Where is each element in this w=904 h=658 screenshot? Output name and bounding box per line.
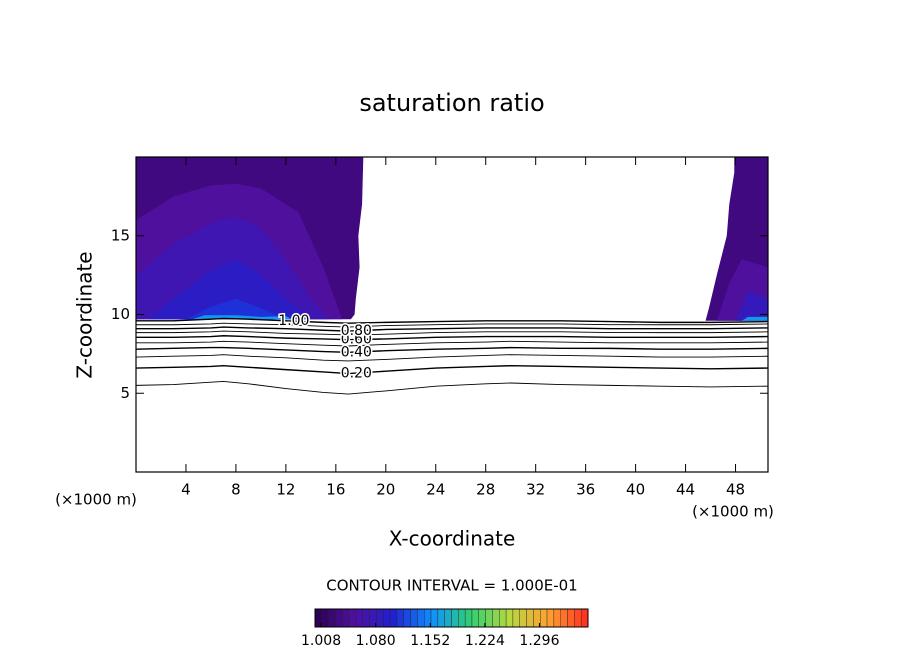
colorbar-swatch — [512, 608, 520, 628]
colorbar-swatch — [580, 608, 589, 628]
contour-label: 0.40 — [341, 344, 372, 360]
colorbar-swatch — [430, 608, 439, 628]
colorbar-swatch — [355, 608, 363, 628]
y-tick-label: 15 — [111, 226, 130, 244]
colorbar-swatch — [362, 608, 370, 628]
x-tick-label: 20 — [376, 481, 395, 499]
y-tick-label: 10 — [111, 305, 130, 323]
x-tick-label: 44 — [676, 481, 695, 499]
y-axis-label: Z-coordinate — [73, 251, 97, 378]
contour-label: 0.20 — [341, 366, 372, 382]
x-axis-label: X-coordinate — [389, 527, 516, 551]
colorbar-swatch — [519, 608, 527, 628]
y-unit: (×1000 m) — [55, 491, 137, 509]
colorbar-swatch — [451, 608, 459, 628]
colorbar-swatch — [444, 608, 452, 628]
colorbar-tick-label: 1.224 — [465, 633, 505, 649]
contour-line — [136, 364, 768, 375]
colorbar-swatch — [546, 608, 555, 628]
colorbar-swatch — [342, 608, 350, 628]
colorbar-swatch — [396, 608, 404, 628]
contour-line — [136, 330, 768, 336]
x-tick-label: 8 — [231, 481, 241, 499]
plot-area — [136, 157, 768, 395]
colorbar-swatch — [499, 608, 507, 628]
contour-label: 1.00 — [278, 313, 309, 329]
filled-region — [185, 298, 286, 320]
colorbar-swatch — [389, 608, 398, 628]
contour-line — [136, 322, 768, 328]
contour-line — [136, 346, 768, 354]
colorbar-swatch — [540, 608, 548, 628]
colorbar-swatch — [574, 608, 582, 628]
colorbar-swatch — [553, 608, 561, 628]
contour-label: 0.80 — [341, 323, 372, 339]
contour-line — [136, 354, 768, 362]
colorbar-swatch — [321, 608, 329, 628]
colorbar-frame — [314, 608, 589, 628]
colorbar-tick-label: 1.008 — [301, 633, 341, 649]
colorbar-swatch — [410, 608, 418, 628]
colorbar-tick-label: 1.080 — [356, 633, 396, 649]
colorbar-swatch — [492, 608, 500, 628]
colorbar-swatch — [567, 608, 575, 628]
x-tick-label: 28 — [476, 481, 495, 499]
colorbar-swatch — [458, 608, 466, 628]
filled-region — [735, 290, 768, 321]
contour-line — [136, 335, 768, 341]
colorbar-tick-label: 1.296 — [519, 633, 559, 649]
colorbar-swatch — [505, 608, 514, 628]
x-tick-label: 48 — [726, 481, 745, 499]
colorbar-swatch — [383, 608, 391, 628]
x-tick-label: 24 — [426, 481, 445, 499]
colorbar-swatch — [376, 608, 384, 628]
x-tick-label: 36 — [576, 481, 595, 499]
filled-region — [741, 316, 768, 321]
contour-interval: CONTOUR INTERVAL = 1.000E-01 — [326, 577, 577, 595]
x-tick-label: 4 — [181, 481, 191, 499]
x-tick-label: 12 — [276, 481, 295, 499]
filled-region — [148, 259, 311, 320]
colorbar-swatch — [437, 608, 445, 628]
colorbar-swatch — [485, 608, 493, 628]
contour-label: 0.60 — [341, 332, 372, 348]
colorbar-swatch — [417, 608, 425, 628]
x-unit: (×1000 m) — [692, 503, 774, 521]
contour-line — [136, 340, 768, 347]
colorbar-tick-label: 1.152 — [410, 633, 450, 649]
x-tick-label: 32 — [526, 481, 545, 499]
y-tick-label: 5 — [120, 384, 130, 402]
colorbar-swatch — [403, 608, 411, 628]
colorbar-swatch — [464, 608, 473, 628]
chart-title: saturation ratio — [359, 89, 544, 117]
contour-line — [136, 380, 768, 395]
colorbar-swatch — [560, 608, 568, 628]
colorbar-swatch — [335, 608, 343, 628]
x-tick-label: 40 — [626, 481, 645, 499]
colorbar-swatch — [526, 608, 534, 628]
colorbar-swatch — [348, 608, 357, 628]
x-tick-label: 16 — [326, 481, 345, 499]
colorbar-swatch — [471, 608, 480, 628]
contour-line — [136, 326, 768, 332]
contour-line — [136, 317, 768, 324]
colorbar-swatch — [328, 608, 336, 628]
